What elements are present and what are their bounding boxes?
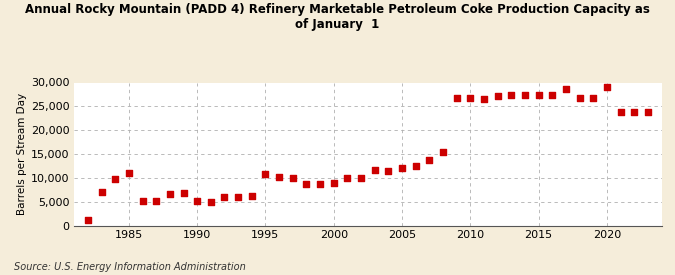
Point: [506, 93, 516, 97]
Point: [205, 199, 216, 204]
Point: [643, 110, 653, 114]
Point: [615, 110, 626, 114]
Point: [601, 85, 612, 89]
Point: [437, 149, 448, 154]
Point: [465, 96, 476, 100]
Point: [588, 96, 599, 100]
Point: [151, 199, 161, 203]
Text: Source: U.S. Energy Information Administration: Source: U.S. Energy Information Administ…: [14, 262, 245, 272]
Point: [82, 218, 93, 222]
Point: [547, 93, 558, 97]
Point: [560, 87, 571, 91]
Point: [137, 199, 148, 204]
Point: [492, 94, 503, 98]
Point: [383, 169, 394, 173]
Point: [328, 180, 339, 185]
Point: [520, 93, 531, 97]
Point: [424, 158, 435, 163]
Y-axis label: Barrels per Stream Day: Barrels per Stream Day: [17, 93, 26, 215]
Point: [165, 192, 176, 196]
Point: [233, 195, 244, 199]
Point: [110, 177, 121, 181]
Point: [301, 182, 312, 186]
Point: [410, 164, 421, 169]
Point: [246, 194, 257, 199]
Point: [574, 96, 585, 100]
Point: [369, 167, 380, 172]
Point: [356, 176, 367, 180]
Point: [260, 172, 271, 176]
Point: [96, 189, 107, 194]
Point: [288, 176, 298, 180]
Point: [273, 175, 284, 179]
Point: [219, 195, 230, 199]
Point: [342, 176, 353, 180]
Point: [315, 182, 325, 186]
Point: [452, 95, 462, 100]
Point: [397, 166, 408, 170]
Point: [178, 190, 189, 195]
Point: [192, 199, 202, 203]
Point: [533, 93, 544, 97]
Point: [629, 110, 640, 114]
Text: Annual Rocky Mountain (PADD 4) Refinery Marketable Petroleum Coke Production Cap: Annual Rocky Mountain (PADD 4) Refinery …: [25, 3, 650, 31]
Point: [479, 97, 489, 101]
Point: [124, 171, 134, 175]
